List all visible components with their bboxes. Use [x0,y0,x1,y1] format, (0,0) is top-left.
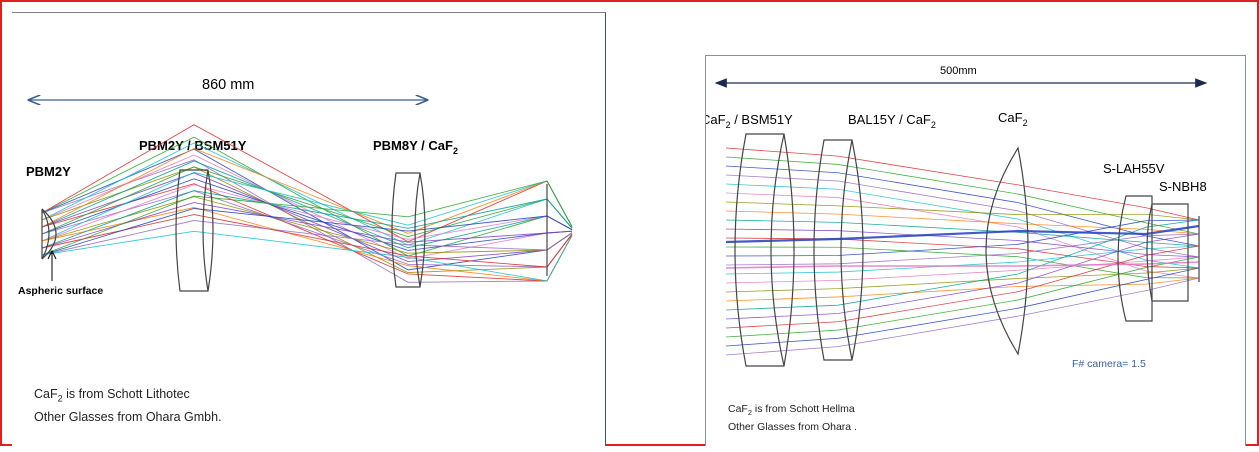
lens-label-g2: BAL15Y / CaF2 [848,112,936,130]
light-ray [725,256,1200,338]
right-notes: CaF2 is from Schott Hellma Other Glasses… [728,402,857,435]
lens-label-g1: CaF2 / BSM51Y [706,112,793,130]
light-ray [41,208,573,256]
lens-g3 [985,146,1029,356]
lens-label-snbh8: S-NBH8 [1159,179,1207,194]
right-note-line2: Other Glasses from Ohara . [728,421,857,434]
light-ray [725,228,1200,258]
light-ray [725,219,1200,257]
light-ray [725,261,1200,269]
light-ray [725,237,1200,269]
light-ray [725,156,1200,235]
light-ray [41,230,573,282]
light-ray [41,178,573,251]
lens-slah55v [1117,195,1153,322]
left-note-line1: CaF2 is from Schott Lithotec [34,387,190,404]
ray-bundle [725,147,1200,356]
light-ray [725,147,1200,221]
right-note-line1: CaF2 is from Schott Hellma [728,403,855,418]
left-optical-design-panel: 860 mm PBM2Y PBM2Y / BSM51Y PBM8Y / CaF2… [12,12,606,446]
light-ray [725,245,1200,275]
light-ray [725,277,1200,356]
light-ray [725,233,1200,266]
lens-group-g2 [813,139,864,361]
light-ray [41,220,573,256]
light-ray [725,224,1200,244]
light-ray [725,267,1200,293]
light-ray [725,277,1200,302]
f-number-label: F# camera= 1.5 [1072,358,1146,370]
lens-group2 [391,172,426,288]
lens-label-pbm2y: PBM2Y [26,164,71,179]
light-ray [725,246,1200,279]
lens-group1 [175,169,214,292]
light-ray [725,233,1200,320]
light-ray [725,201,1200,221]
lens-label-g3: CaF2 [998,110,1028,128]
light-ray [41,159,573,283]
asphere-label: Aspheric surface [18,285,103,297]
light-ray [41,214,573,268]
light-ray [725,219,1200,247]
left-optical-layout: 860 mm PBM2Y PBM2Y / BSM51Y PBM8Y / CaF2… [18,77,573,297]
lens-group-g1 [734,133,795,367]
light-ray [41,180,573,256]
lens-pbm2y [41,208,57,260]
dimension-label: 500mm [940,65,977,77]
left-note-line2: Other Glasses from Ohara Gmbh. [34,409,222,424]
ray-bundle [41,124,573,283]
light-ray [41,190,573,249]
right-optical-layout: 500mm CaF2 / BSM51Y BAL15Y / CaF2 CaF2 S… [701,65,1208,370]
asphere-arrow-head [47,249,57,260]
light-ray [725,267,1200,347]
left-notes: CaF2 is from Schott Lithotec Other Glass… [34,385,222,426]
light-ray [725,256,1200,284]
lens-label-slah55v: S-LAH55V [1103,161,1165,176]
light-ray [41,207,573,282]
lens-label-group1: PBM2Y / BSM51Y [139,138,247,153]
dimension-label: 860 mm [202,77,254,93]
light-ray [725,192,1200,279]
lens-label-group2: PBM8Y / CaF2 [373,138,458,156]
light-ray [725,245,1200,329]
lens-snbh8 [1146,203,1189,302]
light-ray [41,202,573,249]
right-optical-design-panel: 500mm CaF2 / BSM51Y BAL15Y / CaF2 CaF2 S… [701,55,1246,446]
light-ray [725,219,1200,311]
light-ray [725,174,1200,258]
